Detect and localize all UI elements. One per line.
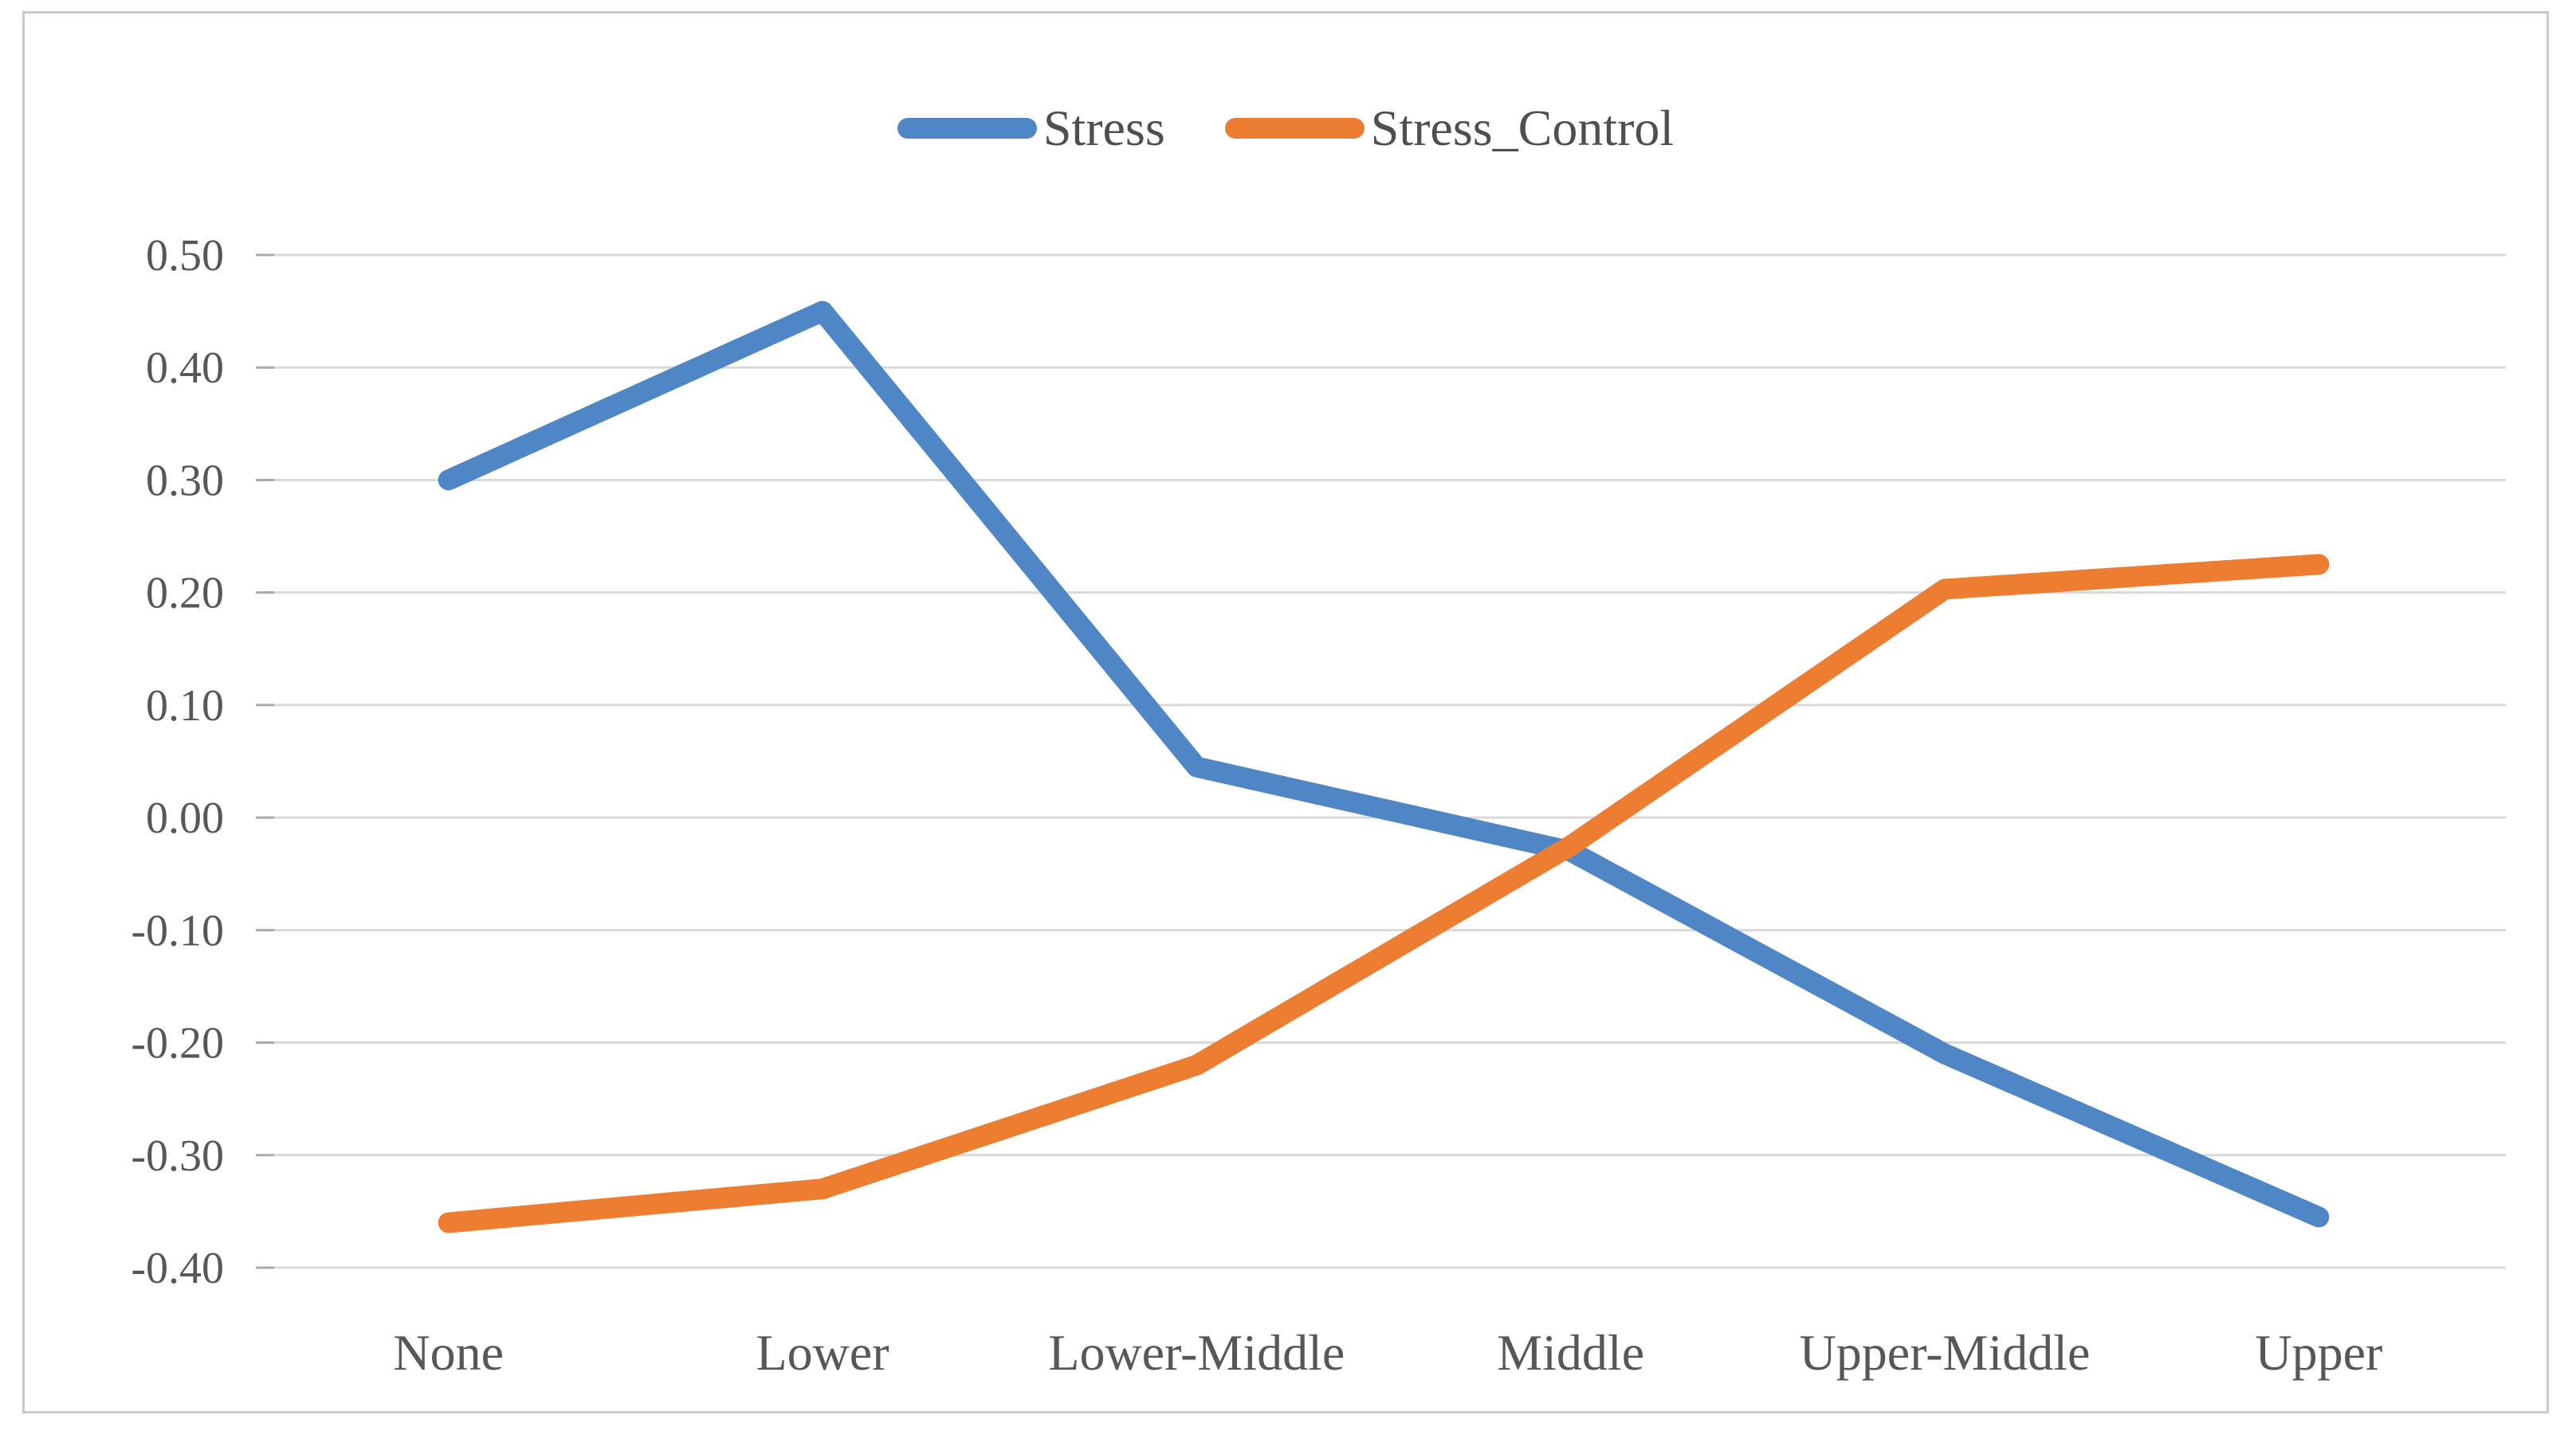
y-tick-label: 0.20 xyxy=(146,569,224,618)
series-line-stress xyxy=(438,300,2330,1228)
stress-series-swatch-icon xyxy=(897,118,1037,139)
legend: Stress Stress_Control xyxy=(25,103,2547,154)
stress-control-series-label: Stress_Control xyxy=(1370,100,1675,156)
legend-item-stress: Stress xyxy=(897,103,1165,154)
x-tick-label: Upper xyxy=(2255,1324,2382,1381)
y-tick-label: 0.00 xyxy=(146,794,224,843)
series-line-stress_control xyxy=(438,554,2330,1233)
y-tick-label: -0.30 xyxy=(131,1131,224,1181)
y-tick-label: -0.20 xyxy=(131,1019,224,1068)
y-tick-label: 0.40 xyxy=(146,343,224,393)
y-tick-label: -0.40 xyxy=(131,1244,224,1293)
y-tick-label: 0.50 xyxy=(146,231,224,280)
x-tick-label: Lower-Middle xyxy=(1048,1324,1345,1381)
x-tick-label: Middle xyxy=(1497,1324,1644,1381)
stress-series-label: Stress xyxy=(1043,100,1165,156)
x-tick-label: Upper-Middle xyxy=(1800,1324,2091,1381)
plot-svg: 0.50 0.40 0.30 0.20 0.10 0.00 -0.10 -0.20 -0.30 -… xyxy=(131,231,2506,1381)
legend-item-stress-control: Stress_Control xyxy=(1224,100,1675,156)
y-tick-label: -0.10 xyxy=(131,906,224,955)
y-tick-label: 0.30 xyxy=(146,456,224,505)
x-tick-label: Lower xyxy=(756,1324,889,1381)
x-tick-label: None xyxy=(393,1324,504,1381)
stress-control-series-swatch-icon xyxy=(1224,118,1365,139)
y-tick-label: 0.10 xyxy=(146,681,224,731)
chart-border: Stress Stress_Control 0.50 0.40 0.30 0.20 0.… xyxy=(22,11,2549,1413)
